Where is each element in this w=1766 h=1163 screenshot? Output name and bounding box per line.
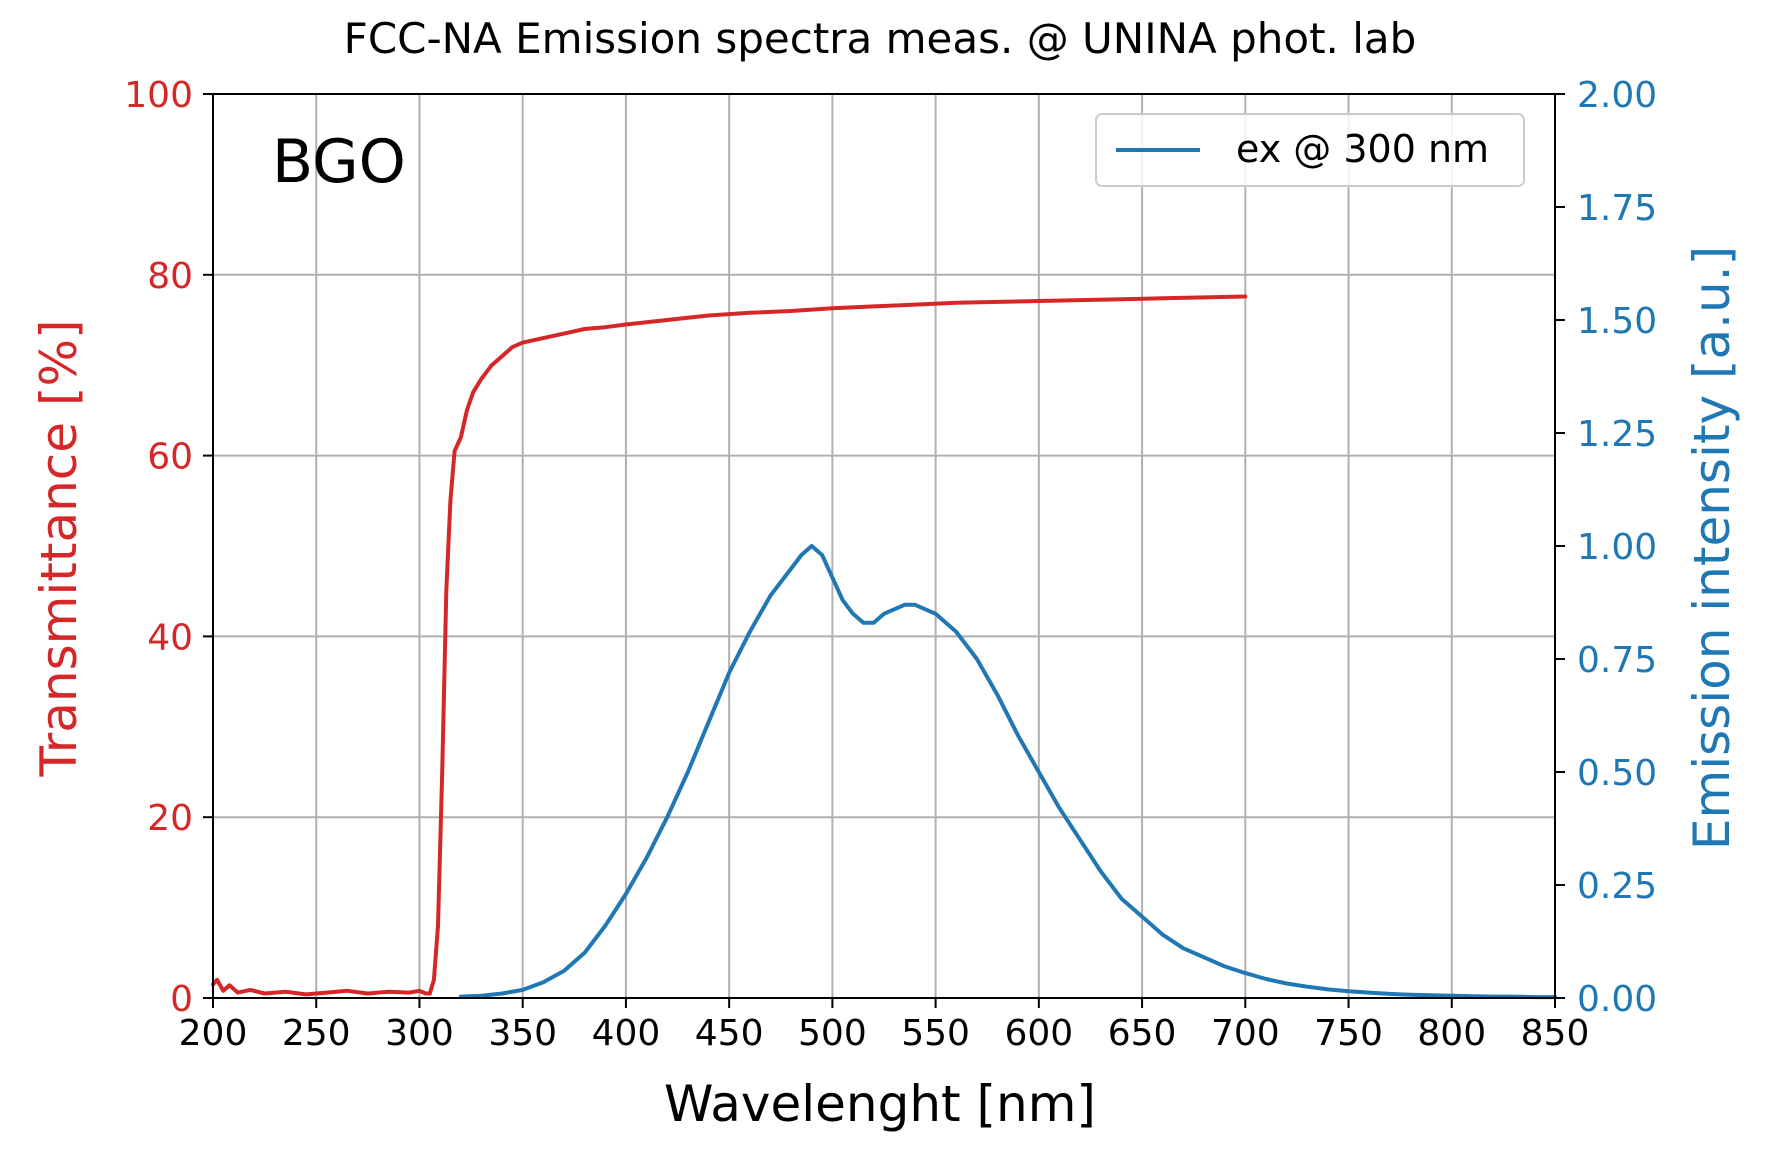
right-y-axis-ticks: 0.00 0.25 0.50 0.75 1.00 1.25 1.50 1.75 2.00 <box>1555 75 1657 1020</box>
left-y-tick-label: 60 <box>147 437 193 478</box>
emission-series-line <box>458 544 1557 1000</box>
right-y-tick-label: 0.00 <box>1577 979 1657 1020</box>
x-tick-label: 700 <box>1211 1013 1280 1054</box>
x-tick-label: 250 <box>282 1013 351 1054</box>
left-y-tick-label: 100 <box>124 75 193 116</box>
chart-title: FCC-NA Emission spectra meas. @ UNINA ph… <box>344 14 1417 63</box>
transmittance-series-line <box>211 294 1248 997</box>
right-y-tick-label: 0.50 <box>1577 753 1657 794</box>
series-layer <box>211 294 1557 1000</box>
left-y-tick-label: 20 <box>147 798 193 839</box>
right-y-tick-label: 1.50 <box>1577 301 1657 342</box>
x-tick-label: 850 <box>1521 1013 1590 1054</box>
x-tick-label: 650 <box>1108 1013 1177 1054</box>
x-tick-label: 450 <box>695 1013 764 1054</box>
x-tick-label: 500 <box>798 1013 867 1054</box>
x-tick-label: 350 <box>488 1013 557 1054</box>
sample-annotation: BGO <box>272 127 406 197</box>
right-y-tick-label: 0.25 <box>1577 866 1657 907</box>
left-y-tick-label: 80 <box>147 256 193 297</box>
x-tick-label: 800 <box>1417 1013 1486 1054</box>
x-tick-label: 400 <box>592 1013 661 1054</box>
x-tick-label: 550 <box>901 1013 970 1054</box>
right-y-tick-label: 2.00 <box>1577 75 1657 116</box>
right-y-axis-label: Emission intensity [a.u.] <box>1683 246 1741 850</box>
x-axis-ticks: 200 250 300 350 400 450 500 550 600 650 700 750 800 8… <box>179 998 1590 1054</box>
legend-label-emission: ex @ 300 nm <box>1236 127 1489 171</box>
x-tick-label: 200 <box>179 1013 248 1054</box>
x-tick-label: 600 <box>1004 1013 1073 1054</box>
right-y-tick-label: 0.75 <box>1577 640 1657 681</box>
right-y-tick-label: 1.75 <box>1577 188 1657 229</box>
right-y-tick-label: 1.00 <box>1577 527 1657 568</box>
x-tick-label: 300 <box>385 1013 454 1054</box>
legend: ex @ 300 nm <box>1095 113 1525 187</box>
left-y-axis-ticks: 0 20 40 60 80 100 <box>124 75 213 1020</box>
left-y-tick-label: 0 <box>170 979 193 1020</box>
right-y-tick-label: 1.25 <box>1577 414 1657 455</box>
legend-box <box>1095 113 1525 187</box>
left-y-axis-label: Transmittance [%] <box>30 320 88 778</box>
x-tick-label: 750 <box>1314 1013 1383 1054</box>
x-axis-label: Wavelenght [nm] <box>664 1075 1096 1133</box>
left-y-tick-label: 40 <box>147 617 193 658</box>
